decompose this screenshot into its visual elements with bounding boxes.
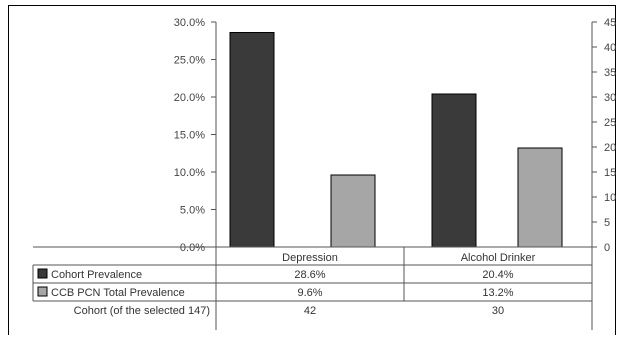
row-label: CCB PCN Total Prevalence [51,287,185,299]
table-cell: 9.6% [297,287,322,299]
y-right-tick-label: 15 [604,167,616,179]
row-label: Cohort (of the selected 147) [74,305,210,317]
y-right-tick-label: 45 [604,17,616,29]
bar-cohort [229,32,275,248]
y-left-tick-label: 0.0% [180,242,205,254]
y-left-tick-label: 10.0% [174,167,205,179]
y-right-tick-label: 25 [604,117,616,129]
y-right-tick-label: 20 [604,142,616,154]
category-label: Depression [282,252,338,264]
bar-ccb-pcn [330,174,376,248]
y-right-tick-label: 5 [604,217,610,229]
row-label: Cohort Prevalence [51,269,142,281]
y-right-tick-label: 35 [604,67,616,79]
table-cell: 13.2% [482,287,513,299]
y-right-tick-label: 30 [604,92,616,104]
legend-key [37,268,48,279]
table-cell: 20.4% [482,269,513,281]
y-right-tick-label: 0 [604,242,610,254]
y-left-tick-label: 30.0% [174,17,205,29]
table-cell: 28.6% [294,269,325,281]
y-left-tick-label: 20.0% [174,92,205,104]
legend-key [37,286,48,297]
table-cell: 30 [492,305,504,317]
table-cell: 42 [304,305,316,317]
bar-ccb-pcn [517,147,563,248]
chart-frame [8,5,616,335]
category-label: Alcohol Drinker [461,252,536,264]
y-left-tick-label: 25.0% [174,55,205,67]
y-left-tick-label: 5.0% [180,205,205,217]
y-left-tick-label: 15.0% [174,130,205,142]
bar-cohort [431,93,477,248]
y-right-tick-label: 40 [604,42,616,54]
y-right-tick-label: 10 [604,192,616,204]
